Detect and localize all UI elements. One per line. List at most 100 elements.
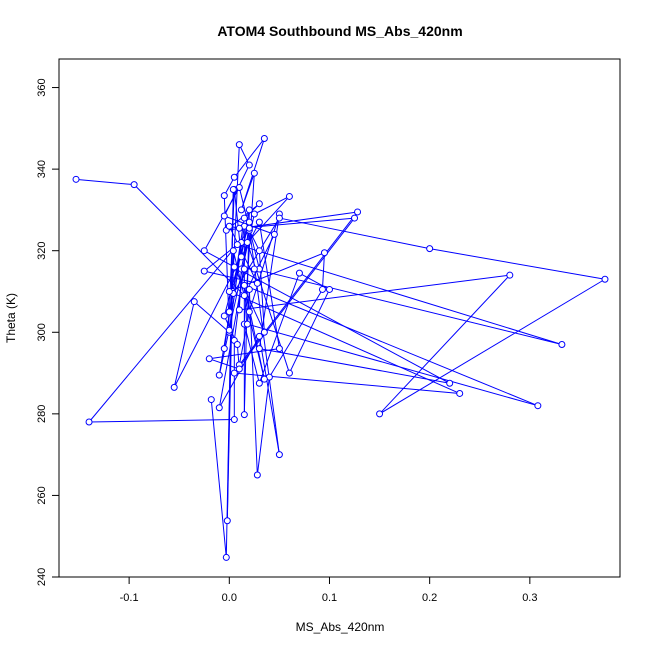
- data-point: [275, 214, 283, 222]
- series-segment: [258, 222, 280, 349]
- series-segment: [240, 209, 250, 257]
- data-point: [72, 175, 80, 183]
- series-segment: [193, 301, 230, 333]
- data-point: [240, 411, 248, 419]
- series-segment: [88, 229, 250, 423]
- data-point: [253, 279, 261, 287]
- data-point: [351, 214, 359, 222]
- data-point: [275, 451, 283, 459]
- data-point: [275, 345, 283, 353]
- series-segment: [239, 217, 355, 229]
- data-point: [222, 553, 230, 561]
- series-segment: [233, 217, 355, 374]
- data-point: [215, 404, 223, 412]
- series-segment: [133, 184, 245, 296]
- y-axis-label: Theta (K): [4, 293, 18, 343]
- data-point: [220, 192, 228, 200]
- data-point: [250, 169, 258, 177]
- data-point: [245, 161, 253, 169]
- data-point: [240, 265, 248, 273]
- data-point: [225, 308, 233, 316]
- series-segment: [243, 234, 275, 296]
- series-segment: [89, 419, 235, 423]
- data-point: [325, 285, 333, 293]
- data-point: [260, 328, 268, 336]
- data-point: [220, 312, 228, 320]
- data-point: [534, 402, 542, 410]
- data-point: [260, 375, 268, 383]
- data-point: [230, 173, 238, 181]
- data-point: [245, 285, 253, 293]
- data-point: [250, 265, 258, 273]
- data-point: [255, 218, 263, 226]
- y-tick-label: 300: [36, 323, 48, 341]
- data-point: [260, 135, 268, 143]
- series-segment: [204, 250, 450, 384]
- data-point: [237, 206, 245, 214]
- data-point: [253, 471, 261, 479]
- data-point: [245, 308, 253, 316]
- data-point: [245, 218, 253, 226]
- data-point: [235, 365, 243, 373]
- x-tick-label: 0.2: [422, 592, 437, 604]
- data-point: [207, 396, 215, 404]
- data-point: [250, 210, 258, 218]
- series-segment: [248, 289, 258, 476]
- series-segment: [258, 336, 280, 455]
- data-point: [285, 192, 293, 200]
- data-point: [225, 287, 233, 295]
- series-segment: [229, 291, 460, 394]
- data-point: [245, 206, 253, 214]
- series-segment: [258, 250, 265, 333]
- x-tick-label: -0.1: [120, 592, 139, 604]
- data-point: [170, 383, 178, 391]
- data-point: [225, 326, 233, 334]
- series-segment: [209, 358, 240, 370]
- series-segment: [75, 178, 135, 186]
- data-point: [255, 200, 263, 208]
- data-point: [215, 371, 223, 379]
- series-segment: [321, 252, 325, 290]
- x-tick-label: 0.3: [522, 592, 537, 604]
- data-point: [255, 247, 263, 255]
- series-segment: [240, 228, 250, 270]
- data-point: [354, 208, 362, 216]
- series-layer: [72, 135, 609, 561]
- data-point: [190, 298, 198, 306]
- series-segment: [258, 272, 300, 384]
- data-point: [85, 418, 93, 426]
- series-segment: [268, 289, 323, 378]
- data-point: [235, 141, 243, 149]
- data-point: [255, 379, 263, 387]
- data-point: [240, 292, 248, 300]
- series-segment: [259, 348, 450, 384]
- series-segment: [173, 301, 195, 388]
- series-segment: [238, 144, 250, 166]
- data-point: [240, 281, 248, 289]
- x-axis: -0.1 0.0 0.1 0.2 0.3: [120, 576, 537, 604]
- series-segment: [254, 268, 563, 345]
- data-point: [426, 245, 434, 253]
- series-segment: [247, 323, 538, 407]
- series-segment: [244, 284, 539, 407]
- series-segment: [248, 230, 260, 251]
- data-point: [220, 345, 228, 353]
- series-segment: [279, 217, 430, 250]
- series-segment: [379, 274, 511, 415]
- data-point: [225, 222, 233, 230]
- data-point: [230, 369, 238, 377]
- y-tick-label: 340: [36, 160, 48, 178]
- x-axis-label: MS_Abs_420nm: [296, 620, 385, 634]
- data-point: [233, 241, 241, 249]
- data-point: [601, 275, 609, 283]
- data-point: [456, 389, 464, 397]
- series-segment: [246, 196, 290, 243]
- y-tick-label: 280: [36, 405, 48, 423]
- data-point: [446, 379, 454, 387]
- data-point: [243, 239, 251, 247]
- x-tick-label: 0.0: [222, 592, 237, 604]
- series-segment: [288, 289, 330, 374]
- data-point: [558, 341, 566, 349]
- data-point: [229, 247, 237, 255]
